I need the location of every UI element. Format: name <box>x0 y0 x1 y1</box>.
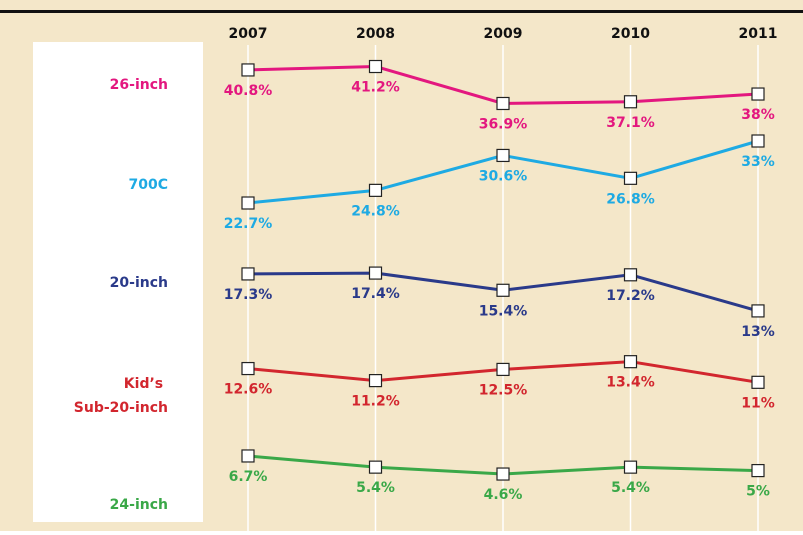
point-marker <box>623 95 638 109</box>
series-name: 24-inch <box>110 497 168 513</box>
value-label: 5.4% <box>356 480 395 496</box>
point-marker <box>496 362 510 377</box>
value-label: 37.1% <box>606 115 655 131</box>
point-marker <box>241 63 255 77</box>
value-label: 13.4% <box>606 375 655 391</box>
point-marker <box>368 183 383 197</box>
point-marker <box>368 460 383 474</box>
x-tick-label: 2008 <box>356 26 395 42</box>
x-tick-label: 2009 <box>484 26 523 42</box>
x-tick-label: 2011 <box>739 26 778 42</box>
value-label: 17.3% <box>224 287 273 303</box>
point-marker <box>623 460 638 474</box>
point-marker <box>751 375 765 389</box>
point-marker <box>241 267 255 281</box>
point-marker <box>496 148 510 163</box>
value-label: 11.2% <box>351 394 400 410</box>
value-label: 11% <box>741 395 775 411</box>
point-marker <box>751 87 765 101</box>
point-marker <box>623 355 638 369</box>
value-label: 12.5% <box>479 382 528 398</box>
point-marker <box>751 463 765 478</box>
point-marker <box>751 304 765 318</box>
point-marker <box>496 283 510 297</box>
series-name: 20-inch <box>110 275 168 291</box>
point-marker <box>368 59 383 74</box>
value-label: 4.6% <box>484 487 523 503</box>
value-label: 22.7% <box>224 216 273 232</box>
value-label: 17.2% <box>606 288 655 304</box>
value-label: 33% <box>741 154 775 170</box>
value-label: 15.4% <box>479 303 528 319</box>
top-rule <box>0 10 803 13</box>
point-marker <box>623 268 638 282</box>
x-tick-label: 2010 <box>611 26 650 42</box>
value-label: 5% <box>746 484 770 500</box>
value-label: 24.8% <box>351 203 400 219</box>
value-label: 13% <box>741 324 775 340</box>
value-label: 41.2% <box>351 80 400 96</box>
value-label: 6.7% <box>229 469 268 485</box>
series-name-line: Kid’s <box>124 376 168 392</box>
series-name: 700C <box>129 177 169 193</box>
series-name-line: Sub-20-inch <box>74 400 168 416</box>
series-name: 26-inch <box>110 77 168 93</box>
value-label: 36.9% <box>479 116 528 132</box>
value-label: 5.4% <box>611 480 650 496</box>
point-marker <box>368 374 383 388</box>
label-panel <box>33 42 203 522</box>
value-label: 12.6% <box>224 382 273 398</box>
value-label: 30.6% <box>479 168 528 184</box>
point-marker <box>368 266 383 280</box>
x-tick-label: 2007 <box>229 26 268 42</box>
value-label: 40.8% <box>224 83 273 99</box>
value-label: 38% <box>741 107 775 123</box>
series-name: Kid’s Sub-20-inch <box>74 376 168 416</box>
point-marker <box>496 467 510 481</box>
point-marker <box>241 361 255 376</box>
point-marker <box>241 196 255 210</box>
value-label: 17.4% <box>351 286 400 302</box>
point-marker <box>241 449 255 463</box>
point-marker <box>751 134 765 148</box>
point-marker <box>623 171 638 185</box>
point-marker <box>496 96 510 111</box>
value-label: 26.8% <box>606 191 655 207</box>
